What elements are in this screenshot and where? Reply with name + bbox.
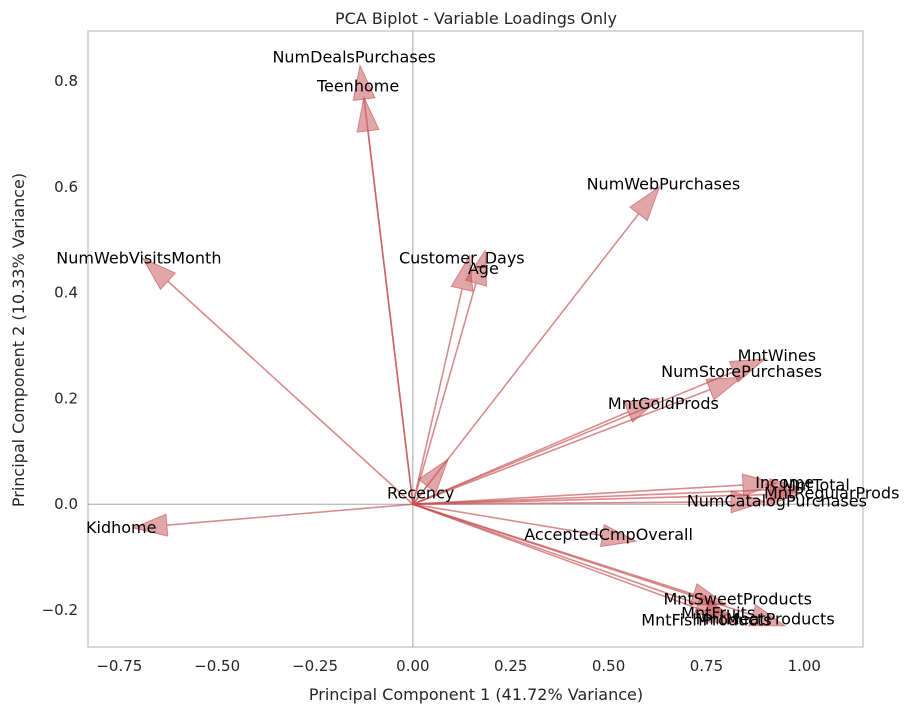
loading-label: NumStorePurchases (661, 362, 822, 381)
loading-arrow-head (629, 185, 661, 222)
x-tick-label: 0.50 (592, 657, 625, 675)
loading-label: MntFishProducts (641, 611, 771, 630)
y-tick-label: 0.0 (54, 495, 78, 513)
y-tick-label: 0.4 (54, 284, 78, 302)
loading-label: Kidhome (86, 518, 156, 537)
loading-arrow-shaft (412, 485, 428, 505)
loading-label: Customer_Days (399, 248, 525, 268)
loading-arrow-head (356, 95, 380, 133)
y-tick-label: 0.6 (54, 178, 78, 196)
y-ticks: −0.2 0.0 0.2 0.4 0.6 0.8 (42, 72, 78, 619)
loading-arrow-shaft (412, 501, 732, 506)
plot-frame (87, 30, 864, 648)
loading-arrow-shaft (412, 503, 603, 537)
loading-arrow-shaft (412, 503, 707, 613)
loading-arrow-shaft (412, 411, 629, 505)
loading-arrow-head (705, 376, 744, 401)
x-ticks: −0.75 −0.50 −0.25 0.00 0.25 0.50 0.75 1.00 (96, 657, 821, 675)
loading-labels: NumDealsPurchases Teenhome NumWebPurchases… (56, 47, 899, 629)
loading-arrow-shaft (167, 280, 414, 505)
loading-label: MntSweetProducts (663, 589, 812, 608)
y-axis-label: Principal Component 2 (10.33% Variance) (9, 173, 28, 507)
loading-arrow-shaft (412, 503, 753, 617)
loading-arrow-shaft (166, 503, 413, 526)
y-tick-label: 0.2 (54, 389, 78, 407)
loading-label: MntMeatProducts (696, 610, 835, 629)
loading-arrow-shaft (412, 388, 711, 505)
loading-label: MntRegularProds (764, 484, 899, 503)
loading-label: NumDealsPurchases (272, 47, 435, 66)
x-tick-label: −0.25 (292, 657, 338, 675)
x-axis-label: Principal Component 1 (41.72% Variance) (309, 685, 643, 704)
loading-arrow-head (765, 482, 803, 507)
loading-label: Recency (387, 484, 454, 503)
loading-arrow-head (464, 248, 488, 287)
x-tick-label: 0.25 (494, 657, 527, 675)
loading-arrow-head (701, 600, 740, 624)
x-tick-label: 0.75 (690, 657, 723, 675)
loading-label: AcceptedCmpOverall (524, 525, 693, 544)
loading-label: MntTotal (782, 476, 850, 495)
loading-label: MntWines (738, 346, 816, 365)
loading-arrow-head (728, 358, 767, 383)
loading-label: MntGoldProds (608, 394, 719, 413)
loading-arrow-head (417, 458, 450, 494)
x-tick-label: −0.50 (194, 657, 240, 675)
loading-label: Teenhome (316, 77, 399, 96)
loading-arrow-head (748, 603, 787, 627)
loading-arrow-head (599, 524, 638, 548)
y-tick-label: 0.8 (54, 72, 78, 90)
x-tick-label: −0.75 (96, 657, 142, 675)
loading-arrow-shaft (412, 282, 477, 505)
chart-title: PCA Biplot - Variable Loadings Only (335, 9, 617, 28)
loading-label: MntFruits (681, 604, 755, 623)
loading-label: NumCatalogPurchases (687, 492, 867, 511)
loading-arrow-shaft (412, 484, 743, 506)
x-tick-label: 0.00 (396, 657, 429, 675)
loading-arrow-shaft (412, 493, 767, 506)
y-tick-label: −0.2 (42, 601, 78, 619)
loading-label: NumWebPurchases (587, 174, 741, 193)
x-tick-label: 1.00 (788, 657, 821, 675)
loading-arrow-head (623, 397, 661, 423)
loading-label: Age (468, 259, 499, 278)
loading-arrow-head (730, 490, 767, 514)
loading-arrow-shaft (367, 130, 414, 505)
loading-label: Income (755, 473, 814, 492)
loading-arrow-head (131, 513, 169, 537)
loading-label: NumWebVisitsMonth (56, 248, 221, 267)
loading-arrow-head (141, 257, 177, 291)
loading-arrow-shaft (412, 288, 463, 505)
loading-arrows (131, 63, 806, 627)
loading-arrow-shaft (412, 213, 640, 505)
